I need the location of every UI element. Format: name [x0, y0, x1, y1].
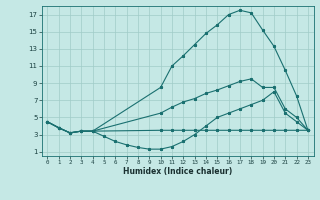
X-axis label: Humidex (Indice chaleur): Humidex (Indice chaleur) — [123, 167, 232, 176]
